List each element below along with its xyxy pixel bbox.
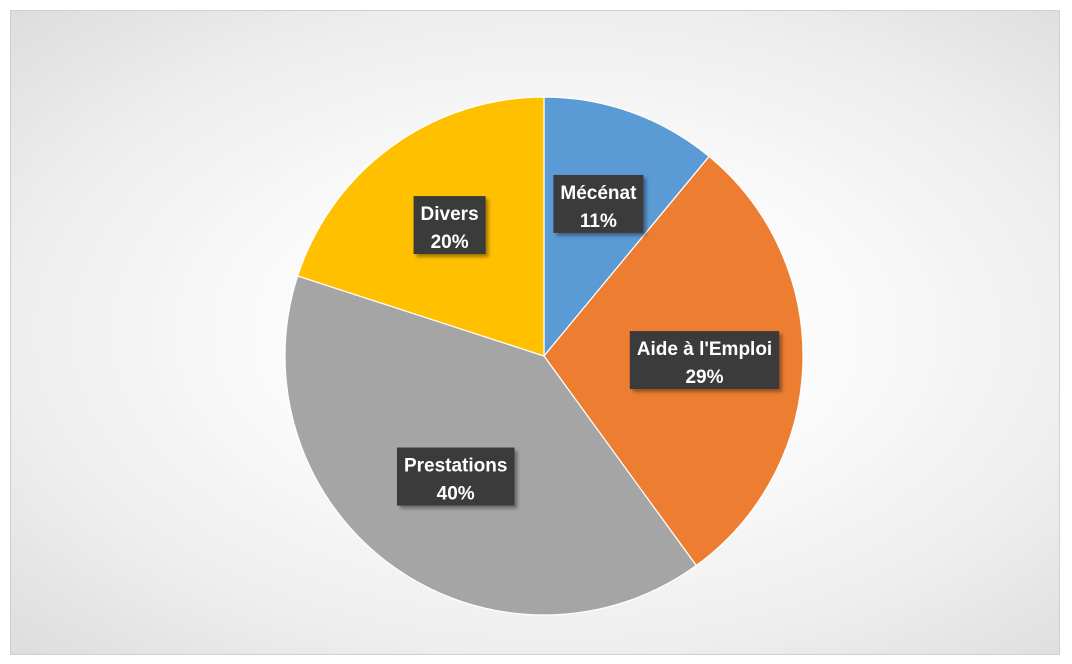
- data-label-category: Prestations: [404, 456, 507, 477]
- data-label-box: [629, 331, 780, 390]
- data-label-aide-a-l-emploi: Aide à l'Emploi 29%: [629, 331, 780, 390]
- pie-data-labels: Mécénat 11% Aide à l'Emploi 29% Prestations 4…: [396, 174, 780, 506]
- data-label-percent: 40%: [437, 484, 475, 505]
- data-label-category: Divers: [421, 204, 479, 225]
- data-label-category: Mécénat: [560, 183, 637, 204]
- data-label-percent: 20%: [431, 232, 469, 253]
- chart-area: Mécénat 11% Aide à l'Emploi 29% Prestations 4…: [10, 10, 1060, 655]
- data-label-percent: 11%: [580, 211, 617, 232]
- data-label-mecenat: Mécénat 11%: [553, 174, 644, 233]
- data-label-box: [396, 447, 515, 506]
- data-label-box: [413, 196, 486, 255]
- pie-slice-prestations[interactable]: [284, 275, 698, 616]
- pie-chart: Mécénat 11% Aide à l'Emploi 29% Prestations 4…: [284, 96, 804, 616]
- data-label-percent: 29%: [685, 367, 723, 388]
- data-label-prestations: Prestations 40%: [396, 447, 515, 506]
- data-label-divers: Divers 20%: [413, 196, 486, 255]
- data-label-box: [553, 174, 644, 233]
- data-label-category: Aide à l'Emploi: [637, 339, 772, 360]
